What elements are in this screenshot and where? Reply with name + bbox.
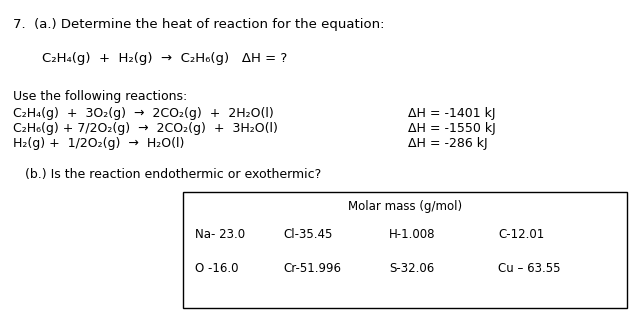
Text: C₂H₄(g)  +  H₂(g)  →  C₂H₆(g)   ΔH = ?: C₂H₄(g) + H₂(g) → C₂H₆(g) ΔH = ? [42, 52, 287, 65]
Text: Cl-35.45: Cl-35.45 [283, 228, 332, 241]
Text: H₂(g) +  1/2O₂(g)  →  H₂O(l): H₂(g) + 1/2O₂(g) → H₂O(l) [13, 137, 185, 150]
Text: O -16.0: O -16.0 [195, 262, 239, 275]
Text: 7.  (a.) Determine the heat of reaction for the equation:: 7. (a.) Determine the heat of reaction f… [13, 18, 385, 31]
Text: C₂H₄(g)  +  3O₂(g)  →  2CO₂(g)  +  2H₂O(l): C₂H₄(g) + 3O₂(g) → 2CO₂(g) + 2H₂O(l) [13, 107, 274, 120]
Text: Molar mass (g/mol): Molar mass (g/mol) [348, 200, 462, 213]
Text: Na- 23.0: Na- 23.0 [195, 228, 245, 241]
Text: ΔH = -286 kJ: ΔH = -286 kJ [408, 137, 488, 150]
Bar [183, 192, 627, 308]
Text: Cr-51.996: Cr-51.996 [283, 262, 341, 275]
Text: C₂H₆(g) + 7/2O₂(g)  →  2CO₂(g)  +  3H₂O(l): C₂H₆(g) + 7/2O₂(g) → 2CO₂(g) + 3H₂O(l) [13, 122, 278, 135]
Text: ΔH = -1550 kJ: ΔH = -1550 kJ [408, 122, 496, 135]
Text: ΔH = -1401 kJ: ΔH = -1401 kJ [408, 107, 496, 120]
Text: Use the following reactions:: Use the following reactions: [13, 90, 187, 103]
Text: Cu – 63.55: Cu – 63.55 [498, 262, 561, 275]
Text: (b.) Is the reaction endothermic or exothermic?: (b.) Is the reaction endothermic or exot… [13, 168, 321, 181]
Text: S-32.06: S-32.06 [389, 262, 434, 275]
Text: C-12.01: C-12.01 [498, 228, 545, 241]
Text: H-1.008: H-1.008 [389, 228, 435, 241]
